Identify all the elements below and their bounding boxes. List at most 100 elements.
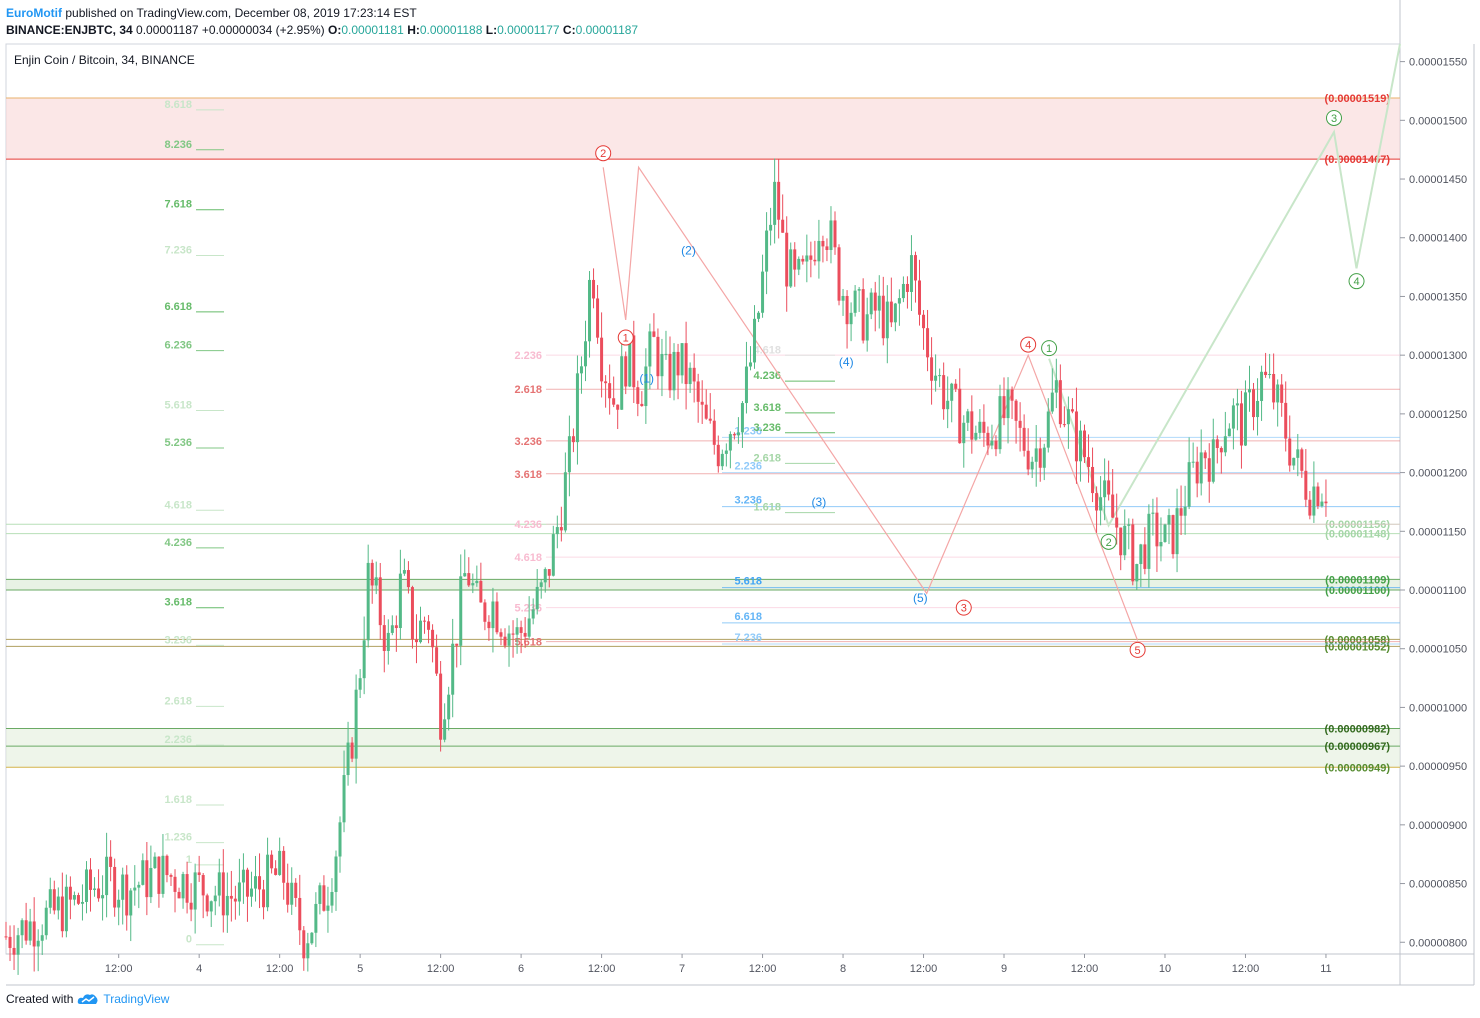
candle-body	[785, 232, 789, 287]
candle-body	[958, 388, 962, 444]
candle-body	[1107, 480, 1111, 495]
candle-body	[314, 903, 318, 933]
fib-label-blue: 3.236	[734, 495, 762, 507]
candle-body	[523, 632, 527, 637]
candle-body	[877, 295, 881, 311]
x-tick-label: 12:00	[749, 963, 777, 975]
candle-body	[491, 601, 495, 629]
candle-body	[463, 573, 467, 577]
candle-body	[708, 418, 712, 421]
candle-body	[1264, 371, 1268, 376]
candle-body	[1199, 452, 1203, 484]
publish-text: published on TradingView.com, December 0…	[65, 6, 417, 20]
high-value: 0.00001188	[419, 23, 483, 37]
candle-body	[149, 868, 153, 898]
candle-body	[817, 240, 821, 262]
last-price: 0.00001187	[136, 23, 199, 37]
candle-body	[358, 678, 362, 690]
candle-body	[998, 396, 1002, 450]
candle-body	[604, 381, 608, 384]
candle-body	[455, 643, 459, 646]
candle-body	[298, 897, 302, 931]
candle-body	[173, 876, 177, 892]
candle-body	[1135, 564, 1139, 582]
candle-body	[32, 921, 36, 947]
candle-body	[84, 869, 88, 902]
wave-label-blue: (2)	[681, 244, 696, 258]
fib-label-green: 1.618	[753, 502, 781, 514]
fib-label: 1.236	[164, 832, 192, 844]
candle-body	[44, 907, 48, 936]
tradingview-cloud-icon	[78, 994, 98, 1004]
candle-body	[1014, 400, 1018, 421]
fib-label: 1	[186, 854, 192, 866]
candle-body	[1252, 389, 1256, 418]
fib-label-red: 5.618	[514, 637, 542, 649]
candle-body	[833, 220, 837, 248]
candle-body	[1292, 457, 1296, 466]
candle-body	[8, 936, 12, 948]
candle-body	[575, 373, 579, 443]
candle-body	[362, 640, 366, 679]
author-link[interactable]: EuroMotif	[6, 6, 62, 20]
candle-body	[797, 258, 801, 270]
candle-body	[753, 318, 757, 363]
candle-body	[543, 569, 547, 583]
candle-body	[1026, 450, 1030, 470]
candle-body	[1171, 515, 1175, 555]
candle-body	[76, 895, 80, 904]
wave-label: 1	[623, 333, 629, 345]
candle-body	[1018, 420, 1022, 428]
y-tick-label: 0.00001100	[1409, 585, 1466, 597]
fib-label: 3.618	[164, 597, 192, 609]
candle-body	[571, 436, 575, 443]
candle-body	[435, 647, 439, 674]
candle-body	[620, 356, 624, 410]
candle-body	[56, 896, 60, 911]
low-label: L:	[485, 23, 498, 37]
tradingview-brand[interactable]: TradingView	[103, 992, 170, 1006]
candle-body	[849, 312, 853, 325]
candle-body	[1256, 400, 1260, 418]
wave-label-blue: (1)	[639, 372, 654, 386]
candle-body	[1123, 525, 1127, 556]
candle-body	[950, 383, 954, 401]
high-label: H:	[407, 23, 420, 37]
fib-label: 0	[186, 934, 192, 946]
level-label: (0.00001100)	[1325, 585, 1390, 597]
candle-body	[1050, 392, 1054, 412]
candle-body	[1207, 458, 1211, 482]
candle-body	[1320, 501, 1324, 507]
close-label: C:	[562, 23, 576, 37]
candle-body	[1211, 439, 1215, 482]
x-tick-label: 12:00	[105, 963, 133, 975]
wave-circle	[1100, 533, 1117, 550]
candle-body	[1038, 448, 1042, 468]
fib-label-blue: 6.618	[734, 611, 762, 623]
candle-body	[1115, 517, 1119, 528]
candle-body	[479, 580, 483, 603]
candle-body	[579, 366, 583, 374]
candle-body	[451, 643, 455, 695]
candle-body	[539, 582, 543, 587]
candle-body	[431, 629, 435, 648]
candle-body	[1288, 438, 1292, 466]
candle-body	[608, 383, 612, 399]
candle-body	[249, 888, 253, 897]
candle-body	[503, 636, 507, 646]
price-zone	[6, 728, 1400, 768]
candle-body	[994, 440, 998, 450]
candle-body	[986, 432, 990, 446]
candle-body	[547, 569, 551, 576]
candle-body	[640, 403, 644, 407]
candle-body	[1312, 486, 1316, 516]
fib-label: 4.236	[164, 537, 192, 549]
candle-body	[1034, 448, 1038, 462]
fib-label-red: 3.236	[514, 436, 542, 448]
candle-body	[825, 246, 829, 250]
fib-label-green: 4.236	[753, 370, 781, 382]
candle-body	[1030, 461, 1034, 470]
candle-body	[1187, 462, 1191, 507]
candle-body	[588, 279, 592, 342]
